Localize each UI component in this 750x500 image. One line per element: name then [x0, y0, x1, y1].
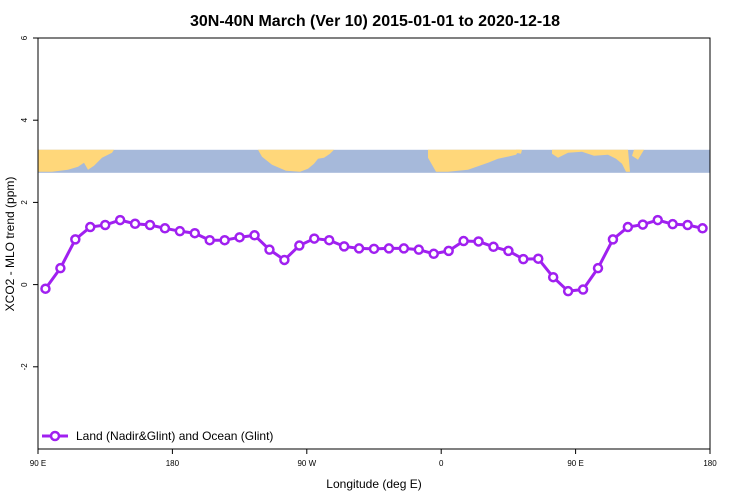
data-point: [562, 285, 574, 297]
x-tick-label: 90 W: [297, 459, 316, 468]
plot-frame: [37, 37, 711, 450]
map-ocean-band: [38, 149, 710, 173]
data-point: [533, 253, 544, 264]
data-point: [518, 253, 529, 265]
map-land-3: [428, 149, 520, 172]
data-point: [40, 283, 51, 294]
data-point: [294, 240, 305, 251]
data-point: [174, 225, 186, 237]
y-tick-label: 6: [20, 35, 29, 40]
x-tick-label: 180: [703, 459, 717, 468]
map-land-6: [516, 149, 522, 154]
y-tick-label: -2: [20, 363, 29, 371]
y-tick-label: 0: [20, 282, 29, 287]
map-land-5: [632, 149, 644, 160]
data-point: [249, 230, 260, 241]
data-point: [398, 243, 410, 254]
y-tick-label: 2: [20, 200, 29, 205]
data-point: [279, 254, 290, 266]
data-point: [652, 214, 663, 226]
data-point: [189, 227, 201, 239]
data-point: [592, 262, 604, 274]
data-point: [234, 232, 245, 243]
x-tick-label: 90 E: [567, 459, 583, 468]
data-point: [473, 236, 484, 247]
data-point: [443, 245, 454, 257]
legend-label: Land (Nadir&Glint) and Ocean (Glint): [76, 429, 273, 443]
legend: Land (Nadir&Glint) and Ocean (Glint): [42, 429, 273, 443]
legend-marker: [49, 430, 61, 442]
data-point: [219, 234, 230, 246]
data-point: [667, 218, 678, 230]
y-axis-title: XCO2 - MLO trend (ppm): [3, 177, 17, 312]
data-point: [458, 235, 469, 247]
y-tick-label: 4: [20, 117, 29, 122]
data-point: [309, 233, 320, 244]
map-land-4: [552, 149, 630, 172]
data-point: [368, 243, 380, 255]
data-point: [338, 241, 350, 252]
data-point: [204, 234, 215, 246]
data-point: [99, 219, 111, 231]
x-tick-label: 180: [166, 459, 180, 468]
data-point: [503, 245, 514, 257]
data-point: [323, 234, 335, 246]
data-point: [129, 218, 141, 230]
data-point: [85, 221, 96, 233]
data-point: [637, 219, 649, 230]
x-axis-title: Longitude (deg E): [326, 477, 421, 491]
data-point: [488, 241, 499, 253]
data-point: [428, 248, 439, 260]
data-point: [547, 271, 559, 283]
map-strip: [38, 149, 710, 173]
data-point: [264, 244, 275, 255]
data-point: [577, 284, 589, 295]
data-point: [70, 234, 81, 245]
x-tick-label: 0: [439, 459, 444, 468]
data-point: [159, 223, 171, 234]
x-axis: 90 E 180 90 W 0 90 E 180: [30, 449, 717, 468]
x-tick-label: 90 E: [30, 459, 46, 468]
y-axis: -2 0 2 4 6: [20, 35, 38, 370]
data-point: [622, 221, 634, 233]
data-point: [697, 223, 708, 234]
series-layer: [40, 214, 708, 297]
data-point: [353, 243, 365, 254]
map-land-2: [258, 149, 334, 172]
data-point: [682, 219, 693, 231]
data-point: [144, 219, 156, 231]
data-point: [413, 244, 425, 255]
map-land-1: [38, 149, 114, 172]
data-point: [607, 234, 619, 245]
data-point: [114, 214, 126, 226]
data-point: [55, 262, 66, 274]
data-point: [383, 243, 395, 254]
chart-title: 30N-40N March (Ver 10) 2015-01-01 to 202…: [190, 13, 560, 30]
